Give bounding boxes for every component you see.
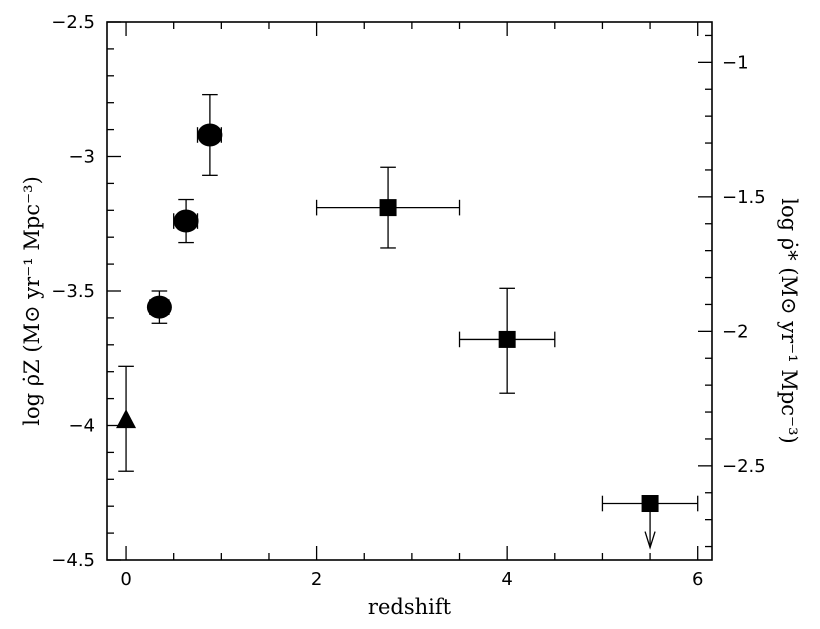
y-tick-label-left: −3 [68,147,95,168]
x-tick-label: 4 [501,569,512,590]
y-tick-label-left: −4.5 [51,550,95,571]
y-axis-label-right: log ρ̇* (M⊙ yr⁻¹ Mpc⁻³) [777,198,801,443]
data-point-circle [146,295,172,319]
x-tick-label: 6 [692,569,703,590]
data-point-square [498,330,516,348]
data-point-circle [173,209,199,233]
data-marks [116,93,699,550]
y-tick-label-left: −3.5 [51,281,95,302]
y-tick-label-left: −4 [68,416,95,437]
plot-frame [106,21,713,561]
y-tick-label-right: −2.5 [722,456,766,477]
y-tick-label-right: −1 [722,52,749,73]
y-tick-label-right: −1.5 [722,187,766,208]
x-axis-label: redshift [368,595,452,619]
ticks: 0 2 4 6 −4.5 −4 −3.5 −3 −2.5 −2.5 −2 −1.5 −1 [51,12,765,590]
data-point-square [641,495,659,513]
x-tick-label: 2 [311,569,322,590]
y-axis-label-left: log ρ̇Z (M⊙ yr⁻¹ Mpc⁻³) [20,176,44,426]
data-point-circle [197,123,223,147]
data-point-triangle [116,409,137,429]
y-tick-label-left: −2.5 [51,12,95,33]
data-point-square [379,199,397,217]
y-tick-label-right: −2 [722,321,749,342]
x-tick-label: 0 [120,569,131,590]
upper-limit-arrowhead [644,531,656,550]
